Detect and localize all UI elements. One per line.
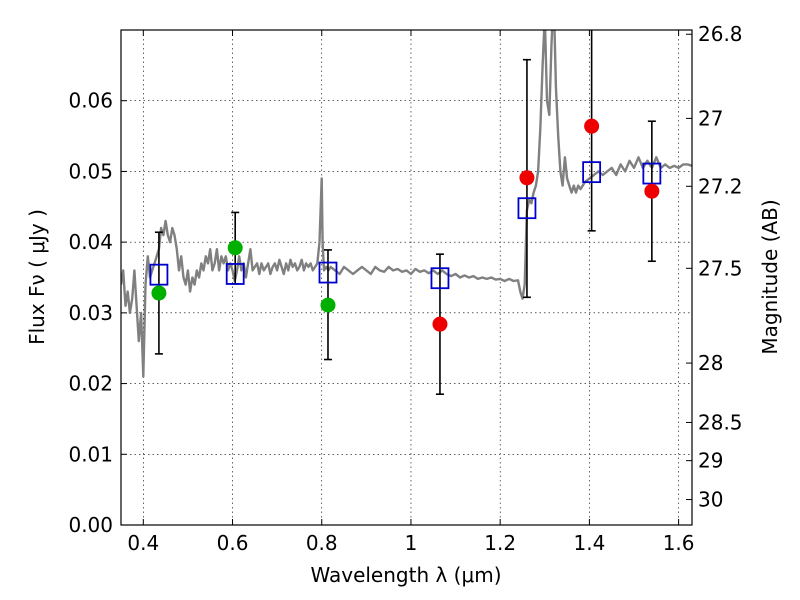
red-data-point — [432, 316, 448, 332]
red-data-point — [584, 118, 600, 134]
y-tick-label: 0.03 — [68, 301, 113, 325]
right-tick-label: 27 — [698, 106, 723, 130]
axis-ticks: 0.4 0.6 0.8 1 1.2 1.4 1.6 0.00 0.01 0.02 0.03 0.04 0… — [68, 22, 742, 555]
model-square-point — [517, 197, 537, 220]
model-square-point — [318, 261, 338, 284]
x-tick-label: 1 — [405, 531, 418, 555]
y-tick-label: 0.00 — [68, 513, 113, 537]
x-tick-label: 0.6 — [217, 531, 249, 555]
right-tick-label: 26.8 — [698, 22, 743, 46]
model-square-point — [430, 267, 450, 290]
y-tick-label: 0.01 — [68, 442, 113, 466]
green-data-point — [320, 297, 336, 313]
plot-frame — [120, 29, 693, 526]
y-tick-label: 0.02 — [68, 372, 113, 396]
right-tick-label: 30 — [698, 488, 723, 512]
y-tick-label: 0.05 — [68, 159, 113, 183]
model-square-point — [642, 162, 662, 185]
model-square-point — [225, 263, 245, 285]
right-tick-label: 28 — [698, 351, 723, 375]
y-tick-label: 0.04 — [68, 230, 113, 254]
red-data-point — [644, 183, 660, 199]
green-data-point — [227, 240, 243, 256]
y-tick-label: 0.06 — [68, 89, 113, 113]
model-square-point — [149, 263, 169, 286]
grid — [121, 30, 692, 525]
plot-area — [121, 30, 692, 525]
right-tick-label: 27.2 — [698, 174, 743, 198]
right-axis-label: Magnitude (AB) — [758, 199, 782, 354]
green-data-point — [151, 285, 167, 301]
x-axis-label: Wavelength λ (μm) — [310, 563, 501, 587]
x-tick-label: 1.4 — [573, 531, 605, 555]
right-tick-label: 27.5 — [698, 256, 743, 280]
model-square-point — [582, 161, 602, 184]
x-tick-label: 0.4 — [127, 531, 159, 555]
x-tick-label: 0.8 — [306, 531, 338, 555]
x-tick-label: 1.6 — [663, 531, 695, 555]
x-tick-label: 1.2 — [484, 531, 516, 555]
right-tick-label: 29 — [698, 449, 723, 473]
y-axis-label: Flux Fν ( μJy ) — [25, 209, 49, 345]
red-data-point — [519, 170, 535, 186]
right-tick-label: 28.5 — [698, 410, 743, 434]
data-layer — [121, 30, 692, 395]
spectrum-line — [121, 30, 692, 378]
